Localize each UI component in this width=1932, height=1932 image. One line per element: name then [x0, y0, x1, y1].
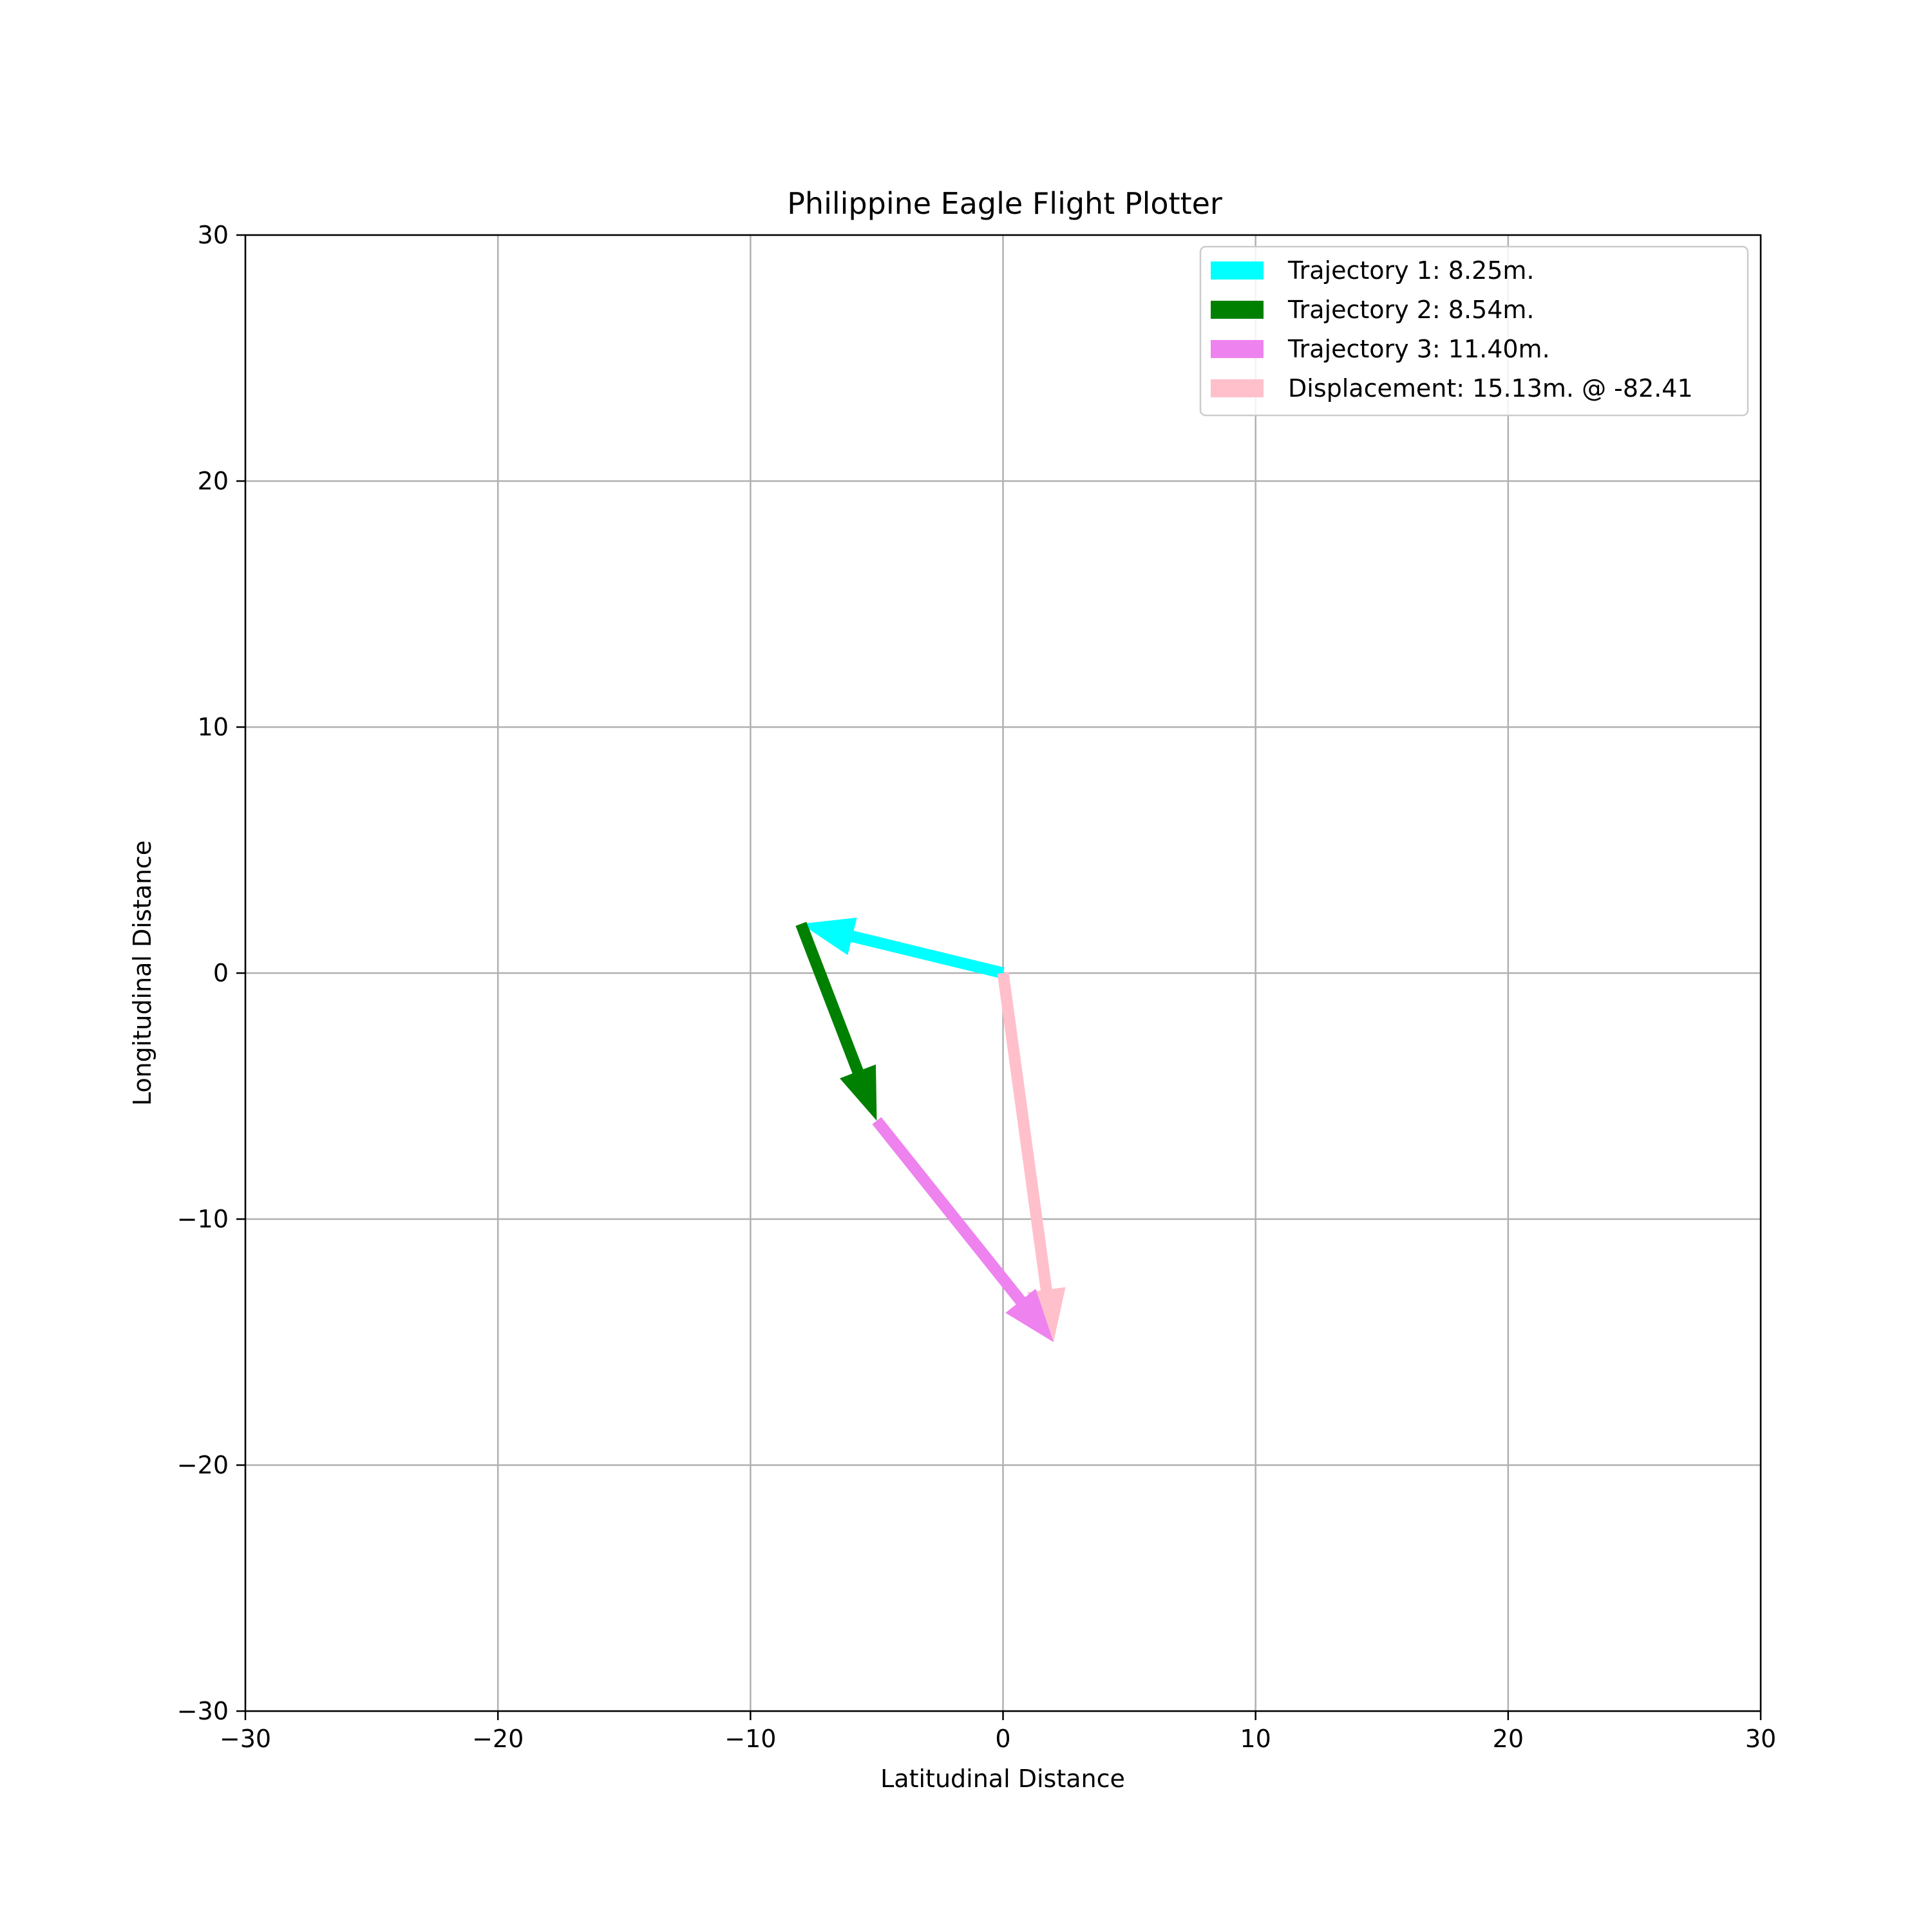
y-tick-label: −20 [177, 1451, 229, 1479]
legend-box [1199, 245, 1749, 417]
x-tick-label: 30 [1745, 1725, 1776, 1753]
vector-arrow-2 [795, 922, 877, 1121]
x-tick-label: −30 [220, 1725, 271, 1753]
legend-swatch [1211, 301, 1264, 319]
vector-arrow-1 [800, 917, 1005, 979]
plot-area: −30 −20 −10 0 10 20 30 −30 −20 −10 0 10 20 30 [177, 221, 1776, 1753]
legend-label: Trajectory 2: 8.54m. [1287, 296, 1534, 324]
vectors [795, 917, 1066, 1342]
y-tick-label: 10 [198, 713, 229, 741]
chart-title: Philippine Eagle Flight Plotter [787, 186, 1222, 221]
x-axis-ticks: −30 −20 −10 0 10 20 30 [220, 1711, 1776, 1753]
legend: Trajectory 1: 8.25m. Trajectory 2: 8.54m.… [1199, 245, 1749, 417]
legend-swatch [1211, 261, 1264, 279]
vector-arrow-3 [872, 1117, 1054, 1342]
y-tick-label: −30 [177, 1697, 229, 1725]
x-tick-label: 0 [995, 1725, 1010, 1753]
x-tick-label: −10 [724, 1725, 776, 1753]
legend-swatch [1211, 379, 1264, 397]
y-tick-label: 0 [213, 959, 229, 987]
x-axis-label: Latitudinal Distance [880, 1765, 1125, 1793]
y-tick-label: −10 [177, 1205, 229, 1233]
x-tick-label: 20 [1493, 1725, 1524, 1753]
vector-arrow-4 [997, 972, 1066, 1342]
y-tick-label: 30 [198, 221, 229, 249]
x-tick-label: −20 [472, 1725, 524, 1753]
legend-label: Displacement: 15.13m. @ -82.41 [1288, 374, 1693, 402]
x-tick-label: 10 [1240, 1725, 1271, 1753]
y-axis-label: Longitudinal Distance [128, 840, 156, 1106]
y-axis-ticks: −30 −20 −10 0 10 20 30 [177, 221, 245, 1725]
y-tick-label: 20 [198, 467, 229, 495]
legend-label: Trajectory 3: 11.40m. [1287, 335, 1550, 363]
legend-swatch [1211, 340, 1264, 358]
legend-label: Trajectory 1: 8.25m. [1287, 256, 1534, 285]
